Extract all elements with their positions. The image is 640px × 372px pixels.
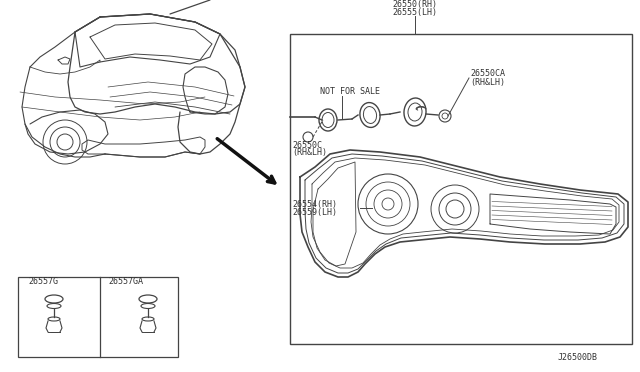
Text: 26550(RH): 26550(RH) — [392, 0, 438, 9]
Text: J26500DB: J26500DB — [558, 353, 598, 362]
Text: 26557G: 26557G — [28, 278, 58, 286]
Text: 26554(RH): 26554(RH) — [292, 199, 337, 208]
Text: 26550C: 26550C — [292, 141, 322, 150]
Bar — [18, 277, 178, 357]
Text: 26550CA: 26550CA — [470, 70, 505, 78]
Text: 26557GA: 26557GA — [108, 278, 143, 286]
Text: 26555(LH): 26555(LH) — [392, 7, 438, 16]
Text: NOT FOR SALE: NOT FOR SALE — [320, 87, 380, 96]
Text: (RH&LH): (RH&LH) — [470, 77, 505, 87]
Text: 26559(LH): 26559(LH) — [292, 208, 337, 217]
Bar — [290, 34, 632, 344]
Text: (RH&LH): (RH&LH) — [292, 148, 327, 157]
